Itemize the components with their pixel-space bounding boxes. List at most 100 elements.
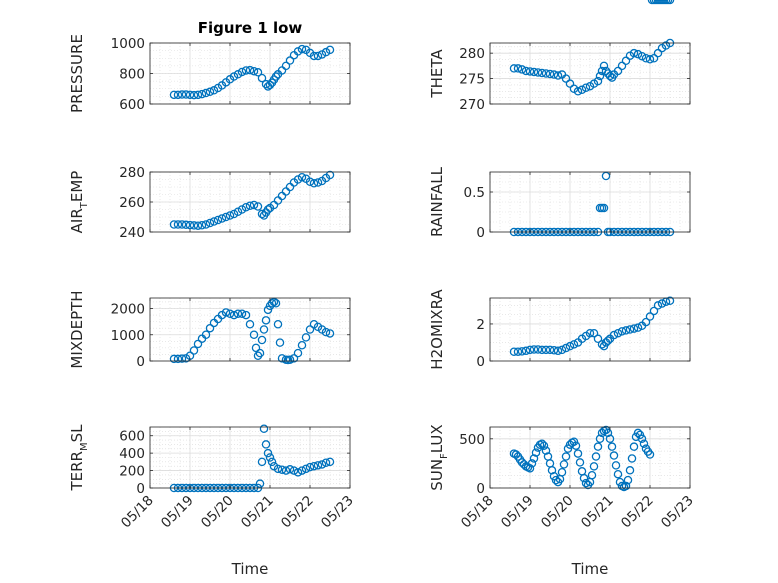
- subplot-2: 270 275 280 THETA: [428, 38, 691, 113]
- y-tick-label: 2000: [111, 302, 145, 318]
- subplot-3: 240 260 280 AIRTEMP: [68, 165, 351, 241]
- axes-box: [489, 42, 691, 105]
- tick-marks: [489, 172, 691, 233]
- data-point: [603, 428, 613, 438]
- data-point: [249, 200, 259, 210]
- data-point: [289, 354, 299, 363]
- data-point: [589, 328, 599, 338]
- data-point: [537, 439, 547, 448]
- data-point: [177, 354, 187, 363]
- data-point: [571, 441, 581, 450]
- tick-marks: [489, 298, 691, 362]
- data-point: [201, 88, 211, 98]
- data-point: [603, 336, 613, 345]
- data-point: [621, 481, 631, 491]
- data-point: [261, 79, 271, 89]
- y-tick-label: 275: [459, 72, 485, 88]
- data-point: [657, 299, 667, 308]
- data-point: [173, 354, 183, 364]
- series-points: [169, 297, 335, 365]
- data-point: [513, 64, 523, 73]
- data-point: [537, 345, 547, 355]
- y-tick-label: 0: [476, 354, 485, 370]
- y-tick-label: 500: [459, 432, 485, 448]
- data-point: [293, 348, 303, 358]
- data-point: [257, 457, 267, 467]
- y-tick-label: 400: [119, 446, 145, 462]
- data-point: [509, 64, 519, 73]
- data-point: [245, 201, 255, 210]
- data-point: [293, 468, 303, 477]
- data-point: [613, 469, 623, 479]
- data-point: [599, 203, 609, 213]
- y-tick-label: 600: [119, 429, 145, 445]
- data-point: [633, 428, 643, 438]
- data-point: [621, 326, 631, 335]
- data-point: [309, 51, 319, 61]
- minor-grid: [490, 172, 690, 232]
- data-point: [271, 72, 281, 81]
- y-tick-label: 0: [476, 225, 485, 241]
- data-point: [589, 462, 599, 471]
- y-tick-label: 270: [459, 97, 485, 113]
- data-point: [297, 466, 307, 475]
- x-tick-label: 05/19: [498, 493, 537, 532]
- data-point: [305, 325, 315, 334]
- data-point: [253, 68, 263, 77]
- data-point: [509, 347, 519, 356]
- data-point: [641, 317, 651, 327]
- data-point: [253, 351, 263, 360]
- data-point: [593, 76, 603, 86]
- data-point: [267, 457, 277, 467]
- data-point: [547, 466, 557, 475]
- data-point: [265, 80, 275, 90]
- x-axis-label: Time: [571, 560, 609, 578]
- data-point: [297, 172, 307, 182]
- data-point: [263, 205, 273, 214]
- axes-box: [149, 426, 351, 489]
- data-point: [177, 220, 187, 229]
- data-point: [305, 462, 315, 472]
- x-tick-label: 05/23: [318, 493, 357, 532]
- data-point: [601, 66, 611, 76]
- data-point: [545, 345, 555, 355]
- data-point: [649, 306, 659, 316]
- y-tick-label: 0: [136, 481, 145, 497]
- data-point: [537, 68, 547, 78]
- data-point: [193, 90, 203, 100]
- data-point: [609, 330, 619, 340]
- data-point: [645, 450, 655, 459]
- data-point: [581, 478, 591, 488]
- series-points: [169, 170, 335, 230]
- data-point: [529, 454, 539, 463]
- data-point: [605, 71, 615, 81]
- data-point: [277, 465, 287, 474]
- data-point: [533, 345, 543, 354]
- data-point: [653, 48, 663, 58]
- data-point: [321, 458, 331, 467]
- data-point: [251, 343, 261, 353]
- data-point: [217, 214, 227, 223]
- data-point: [241, 202, 251, 212]
- data-point: [541, 345, 551, 355]
- axes-box: [489, 171, 691, 233]
- data-point: [325, 457, 335, 467]
- data-point: [609, 451, 619, 460]
- data-point: [605, 434, 615, 444]
- data-point: [617, 61, 627, 71]
- data-point: [305, 177, 315, 186]
- data-point: [245, 319, 255, 329]
- data-point: [205, 87, 215, 97]
- data-point: [285, 355, 295, 364]
- data-point: [613, 66, 623, 76]
- series-points: [169, 44, 335, 100]
- data-point: [645, 312, 655, 321]
- data-point: [225, 211, 235, 220]
- data-point: [557, 345, 567, 355]
- data-point: [197, 220, 207, 230]
- data-point: [565, 79, 575, 88]
- data-point: [249, 66, 259, 76]
- data-point: [573, 449, 583, 458]
- y-axis-label: MIXDEPTH: [68, 290, 86, 368]
